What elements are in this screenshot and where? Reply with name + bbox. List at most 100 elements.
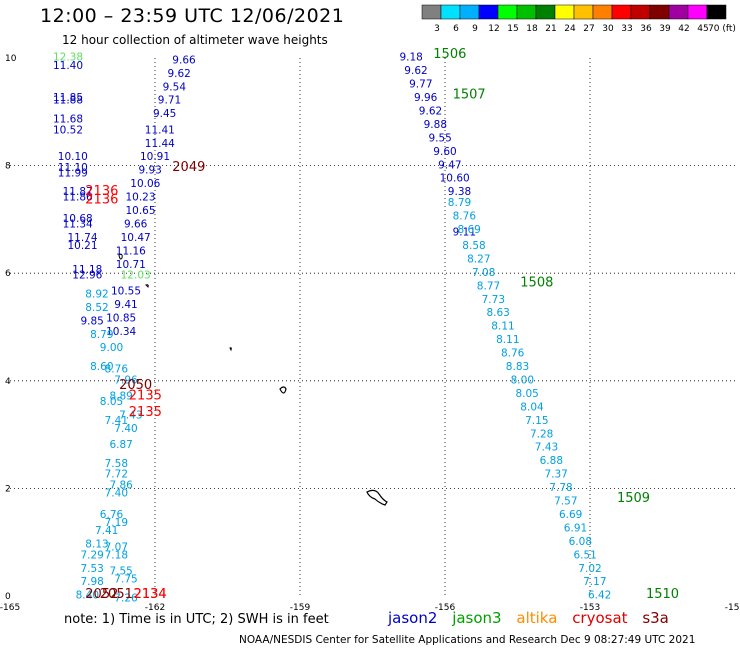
island-shape <box>118 253 123 260</box>
wave-height-value: 10.91 <box>140 151 170 163</box>
footer-note: note: 1) Time is in UTC; 2) SWH is in fe… <box>64 612 329 627</box>
wave-height-value: 9.62 <box>167 68 190 80</box>
wave-height-value: 11.44 <box>145 138 175 150</box>
wave-height-value: 7.18 <box>105 549 128 561</box>
wave-height-value: 12.96 <box>72 270 102 282</box>
color-swatch <box>668 4 689 20</box>
grid <box>10 58 735 596</box>
x-tick-label: -150 <box>725 603 740 610</box>
wave-height-value: 8.58 <box>462 240 485 252</box>
wave-height-value: 7.08 <box>472 267 495 279</box>
wave-height-value: 8.76 <box>105 364 129 376</box>
wave-height-value: 7.75 <box>114 574 137 586</box>
wave-height-value: 8.79 <box>448 197 471 209</box>
color-scale-bar: 3 6 9 12 15 18 21 24 27 30 33 36 39 42 45 70 (ft) <box>421 4 736 34</box>
pass-number: 2134 <box>134 587 167 602</box>
wave-height-value: 9.54 <box>163 81 187 93</box>
wave-height-value: 6.91 <box>564 522 587 534</box>
wave-height-value: 6.69 <box>559 509 582 521</box>
wave-height-value: 7.28 <box>530 428 553 440</box>
pass-number: 2136 <box>85 184 118 199</box>
wave-height-value: 10.71 <box>116 259 146 271</box>
pass-number: 1507 <box>453 87 486 102</box>
pass-number: 2134 <box>134 587 167 602</box>
color-swatch <box>497 4 518 20</box>
wave-height-value: 11.68 <box>53 114 83 126</box>
wave-height-value: 7.78 <box>549 482 572 494</box>
wave-height-value: 9.71 <box>158 95 181 107</box>
axis-ticks: -165 -162 -159 -156 -153 -150 0 2 4 6 8 10 <box>0 54 740 610</box>
wave-height-value: 11.87 <box>63 186 93 198</box>
y-tick-label: 0 <box>5 592 11 602</box>
wave-height-value: 9.41 <box>114 299 137 311</box>
wave-height-value: 7.37 <box>544 469 567 481</box>
wave-height-value: 6.08 <box>569 536 592 548</box>
color-swatch <box>706 4 727 20</box>
wave-height-value: 7.40 <box>114 423 137 435</box>
y-tick-label: 6 <box>5 269 11 279</box>
wave-height-value: 8.40 <box>76 590 99 602</box>
wave-height-value: 11.85 <box>53 92 83 104</box>
wave-height-value: 9.66 <box>124 218 148 230</box>
wave-height-value: 8.79 <box>90 329 113 341</box>
wave-height-value: 10.10 <box>58 151 88 163</box>
wave-height-value: 11.10 <box>58 162 88 174</box>
wave-height-value: 9.77 <box>409 79 432 91</box>
color-swatch <box>554 4 575 20</box>
wave-height-value: 11.34 <box>63 218 93 230</box>
wave-height-value: 7.29 <box>80 549 103 561</box>
wave-height-value: 8.11 <box>491 321 514 333</box>
colorbar-tick-label: 30 <box>602 24 614 34</box>
color-swatch <box>535 4 556 20</box>
satellite-legend: jason2 jason3 altika cryosat s3a <box>388 609 679 627</box>
wave-height-value: 9.45 <box>153 108 176 120</box>
wave-height-value: 9.00 <box>100 342 123 354</box>
wave-height-value: 8.05 <box>515 388 538 400</box>
wave-height-value: 8.11 <box>496 334 519 346</box>
wave-height-value: 6.51 <box>573 549 596 561</box>
pass-number: 2135 <box>129 405 162 420</box>
wave-height-value: 11.18 <box>72 264 102 276</box>
wave-height-value: 8.76 <box>453 210 477 222</box>
wave-height-value: 9.62 <box>404 65 427 77</box>
colorbar-tick-label: 3 <box>434 24 440 34</box>
footer-credit: NOAA/NESDIS Center for Satellite Applica… <box>239 634 696 646</box>
pass-number: 1508 <box>520 276 553 291</box>
wave-height-value: 6.88 <box>540 455 563 467</box>
wave-height-value: 8.13 <box>85 539 108 551</box>
wave-height-value: 9.93 <box>138 165 161 177</box>
color-swatch <box>592 4 613 20</box>
color-swatch <box>649 4 670 20</box>
wave-height-value: 11.74 <box>67 232 97 244</box>
wave-height-value: 11.88 <box>53 95 83 107</box>
pass-number: 1510 <box>646 587 679 602</box>
pass-number: 1509 <box>617 491 650 506</box>
wave-height-value: 9.96 <box>414 92 438 104</box>
colorbar-tick-label: 24 <box>564 24 576 34</box>
pass-number: 2051 <box>100 587 133 602</box>
wave-height-value: 10.21 <box>67 240 97 252</box>
wave-height-value: 7.26 <box>114 592 138 604</box>
wave-height-value: 7.55 <box>109 565 132 577</box>
wave-height-value: 9.47 <box>438 159 461 171</box>
wave-height-value: 9.18 <box>399 52 422 64</box>
legend-jason3: jason3 <box>452 609 502 627</box>
wave-height-value: 8.52 <box>85 302 108 314</box>
wave-height-value: 7.96 <box>114 374 138 386</box>
wave-height-value: 9.11 <box>453 227 476 239</box>
wave-height-value: 10.47 <box>121 232 151 244</box>
colorbar-tick-label: 15 <box>507 24 518 34</box>
island-shape <box>366 489 388 506</box>
wave-height-value: 7.17 <box>583 576 606 588</box>
wave-height-value: 8.60 <box>90 361 113 373</box>
pass-number: 1506 <box>433 47 466 62</box>
x-tick-label: -162 <box>145 603 165 610</box>
wave-height-value: 9.60 <box>433 146 456 158</box>
wave-height-value: 10.34 <box>106 326 136 338</box>
wave-height-value: 10.68 <box>63 213 93 225</box>
color-swatch <box>611 4 632 20</box>
wave-height-value: 9.88 <box>424 119 447 131</box>
color-swatch <box>440 4 461 20</box>
wave-height-value: 7.58 <box>105 458 128 470</box>
wave-height-value: 7.73 <box>482 294 505 306</box>
